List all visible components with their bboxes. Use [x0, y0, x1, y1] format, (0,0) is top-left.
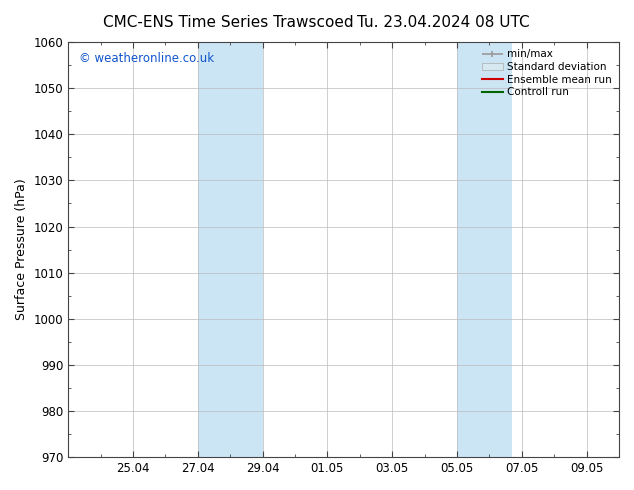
- Bar: [457, 42, 512, 457]
- Text: Tu. 23.04.2024 08 UTC: Tu. 23.04.2024 08 UTC: [358, 15, 530, 30]
- Bar: [198, 42, 262, 457]
- Legend: min/max, Standard deviation, Ensemble mean run, Controll run: min/max, Standard deviation, Ensemble me…: [480, 47, 614, 99]
- Text: CMC-ENS Time Series Trawscoed: CMC-ENS Time Series Trawscoed: [103, 15, 354, 30]
- Text: © weatheronline.co.uk: © weatheronline.co.uk: [79, 52, 214, 66]
- Y-axis label: Surface Pressure (hPa): Surface Pressure (hPa): [15, 179, 28, 320]
